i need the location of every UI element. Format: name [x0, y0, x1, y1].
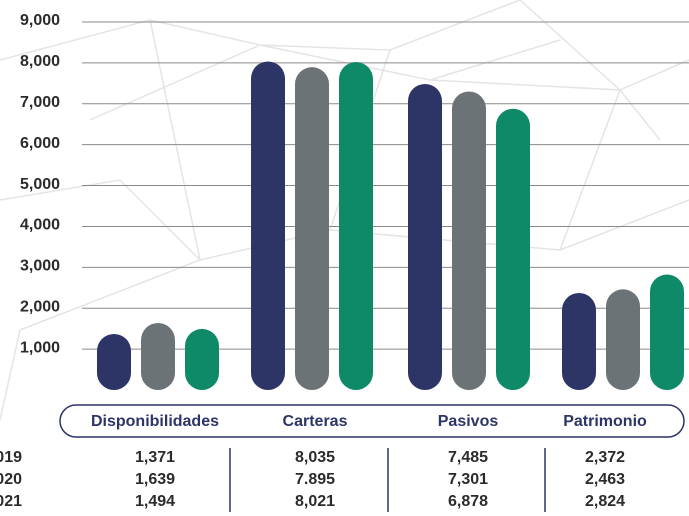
- header-pill: [59, 404, 685, 438]
- bar: [562, 293, 596, 390]
- background-network: [0, 0, 689, 421]
- y-tick-label: 9,000: [20, 12, 60, 29]
- bar: [452, 91, 486, 391]
- value-label: 2,372: [585, 449, 625, 466]
- category-label: Disponibilidades: [91, 413, 219, 430]
- value-label: 1,494: [135, 493, 175, 510]
- row-label: 2021: [0, 493, 22, 510]
- bar: [339, 62, 373, 391]
- y-tick-label: 8,000: [20, 53, 60, 70]
- bar: [496, 108, 530, 390]
- value-label: 6,878: [448, 493, 488, 510]
- value-label: 7.895: [295, 471, 335, 488]
- value-label: 1,639: [135, 471, 175, 488]
- y-tick-label: 7,000: [20, 94, 60, 111]
- value-label: 7,301: [448, 471, 488, 488]
- value-label: 8,021: [295, 493, 335, 510]
- bar: [650, 274, 684, 390]
- bar: [606, 289, 640, 390]
- bar: [185, 328, 219, 390]
- category-label: Pasivos: [438, 413, 499, 430]
- y-tick-label: 2,000: [20, 298, 60, 315]
- category-label: Patrimonio: [563, 413, 647, 430]
- y-tick-label: 4,000: [20, 217, 60, 234]
- value-label: 2,824: [585, 493, 625, 510]
- y-tick-label: 5,000: [20, 176, 60, 193]
- y-tick-label: 1,000: [20, 339, 60, 356]
- bar: [141, 322, 175, 390]
- bar: [251, 61, 285, 391]
- value-label: 8,035: [295, 449, 335, 466]
- bar: [97, 333, 131, 390]
- bar: [408, 83, 442, 391]
- bar: [295, 67, 329, 390]
- y-tick-label: 6,000: [20, 135, 60, 152]
- row-label: 2020: [0, 471, 22, 488]
- category-label: Carteras: [283, 413, 348, 430]
- value-label: 1,371: [135, 449, 175, 466]
- value-label: 7,485: [448, 449, 488, 466]
- value-label: 2,463: [585, 471, 625, 488]
- y-tick-label: 3,000: [20, 258, 60, 275]
- row-label: 2019: [0, 449, 22, 466]
